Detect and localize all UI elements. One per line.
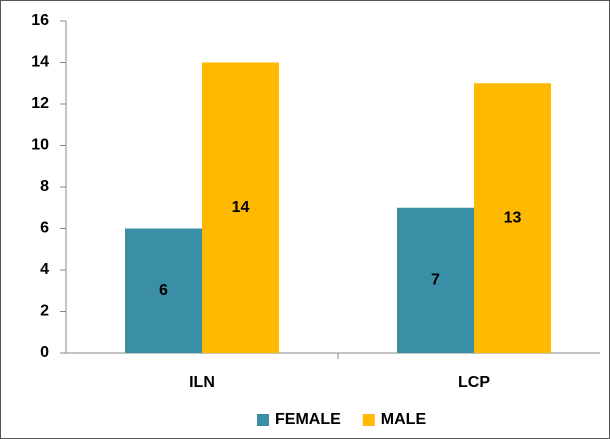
legend-swatch (257, 414, 269, 426)
data-label: 6 (159, 282, 168, 299)
data-label: 7 (431, 272, 440, 289)
bar (474, 83, 551, 353)
x-tick-label: LCP (458, 374, 490, 391)
y-tick-label: 6 (40, 220, 49, 237)
data-label: 13 (504, 209, 522, 226)
data-label: 14 (232, 199, 250, 216)
y-tick-label: 0 (40, 344, 49, 361)
legend-label: FEMALE (275, 411, 341, 428)
y-tick-label: 2 (40, 303, 49, 320)
bar (202, 62, 279, 353)
bar (397, 207, 474, 353)
y-tick-label: 8 (40, 178, 49, 195)
bar (125, 228, 202, 353)
x-tick-label: ILN (189, 374, 215, 391)
y-tick-label: 10 (31, 137, 49, 154)
y-tick-label: 14 (31, 54, 49, 71)
y-tick-label: 4 (40, 261, 49, 278)
legend-label: MALE (381, 411, 427, 428)
y-tick-label: 12 (31, 95, 49, 112)
y-tick-label: 16 (31, 12, 49, 29)
legend-swatch (362, 414, 375, 426)
